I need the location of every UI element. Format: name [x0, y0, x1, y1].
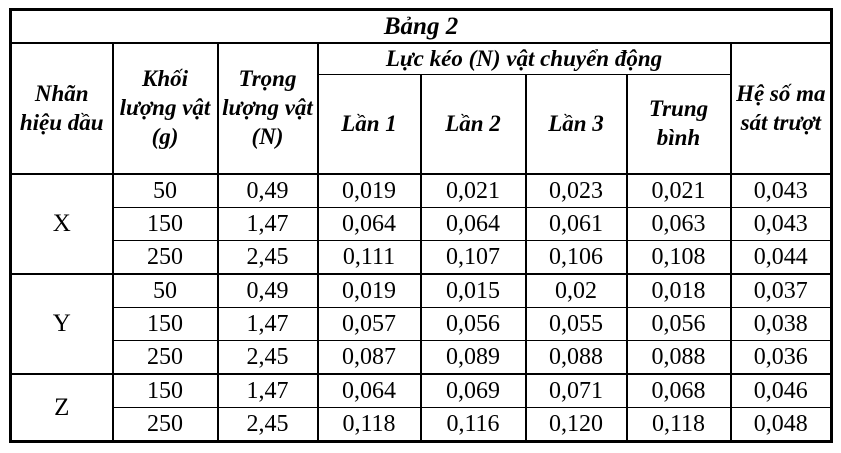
data-cell: 0,046	[729, 373, 833, 408]
table-body: X 50 0,49 0,019 0,021 0,023 0,021 0,043 150 1,47 0…	[9, 173, 833, 442]
data-cell: 0,069	[419, 373, 527, 408]
table-row: Z 150 1,47 0,064 0,069 0,071 0,068 0,046	[9, 373, 833, 442]
data-cell: 0,111	[316, 240, 422, 275]
data-cell: 2,45	[216, 407, 319, 442]
data-cell: 0,056	[625, 307, 732, 341]
data-cell: 0,49	[216, 173, 319, 208]
data-cell: 0,064	[419, 207, 527, 241]
data-cell: 0,018	[625, 273, 732, 308]
data-cell: 0,108	[625, 240, 732, 275]
data-cell: 0,071	[524, 373, 628, 408]
data-cell: 0,021	[625, 173, 732, 208]
data-cell: 2,45	[216, 340, 319, 375]
table-title-row: Bảng 2	[9, 9, 833, 44]
column-header-trial2: Lần 2	[419, 74, 527, 175]
data-cell: 0,106	[524, 240, 628, 275]
table-row: 150 1,47 0,057 0,056 0,055 0,056 0,038	[11, 307, 833, 341]
data-cell: 0,089	[419, 340, 527, 375]
data-cell: 0,038	[729, 307, 833, 341]
header-row-1: Nhãn hiệu dầu Khối lượng vật (g) Trọng l…	[9, 42, 833, 175]
data-cell: 0,019	[316, 273, 422, 308]
data-cell: 0,087	[316, 340, 422, 375]
data-cell: 0,064	[316, 207, 422, 241]
column-header-weight: Trọng lượng vật (N)	[216, 42, 319, 175]
data-table: Bảng 2 Nhãn hiệu dầu Khối lượng vật (g) …	[9, 8, 834, 443]
column-header-trial3: Lần 3	[524, 74, 628, 175]
data-cell: 0,49	[216, 273, 319, 308]
header-row-2: Lần 1 Lần 2 Lần 3 Trung bình	[11, 74, 832, 175]
table-row: 150 1,47 0,064 0,064 0,061 0,063 0,043	[11, 207, 833, 241]
oil-label-cell: Y	[9, 273, 114, 375]
column-header-mass: Khối lượng vật (g)	[111, 42, 219, 175]
table-title: Bảng 2	[9, 9, 833, 44]
table-row: Y 50 0,49 0,019 0,015 0,02 0,018 0,037	[9, 273, 833, 375]
data-cell: 0,023	[524, 173, 628, 208]
data-cell: 0,061	[524, 207, 628, 241]
data-cell: 0,120	[524, 407, 628, 442]
data-cell: 0,021	[419, 173, 527, 208]
data-cell: 0,056	[419, 307, 527, 341]
table-row: 250 2,45 0,087 0,089 0,088 0,088 0,036	[11, 340, 833, 375]
table-row: 250 2,45 0,118 0,116 0,120 0,118 0,048	[11, 407, 833, 442]
data-cell: 50	[111, 273, 219, 308]
data-cell: 0,068	[625, 373, 732, 408]
oil-label-cell: X	[9, 173, 114, 275]
data-cell: 2,45	[216, 240, 319, 275]
data-cell: 0,048	[729, 407, 833, 442]
data-cell: 0,043	[729, 207, 833, 241]
data-cell: 0,055	[524, 307, 628, 341]
data-cell: 0,118	[625, 407, 732, 442]
data-cell: 0,116	[419, 407, 527, 442]
data-cell: 150	[111, 373, 219, 408]
data-cell: 150	[111, 207, 219, 241]
data-cell: 0,037	[729, 273, 833, 308]
data-cell: 250	[111, 240, 219, 275]
data-cell: 1,47	[216, 207, 319, 241]
data-cell: 0,107	[419, 240, 527, 275]
data-cell: 250	[111, 407, 219, 442]
oil-label-cell: Z	[9, 373, 114, 442]
column-header-average: Trung bình	[625, 74, 732, 175]
table-row: 250 2,45 0,111 0,107 0,106 0,108 0,044	[11, 240, 833, 275]
table-row: X 50 0,49 0,019 0,021 0,023 0,021 0,043	[9, 173, 833, 275]
data-cell: 0,088	[625, 340, 732, 375]
data-cell: 0,036	[729, 340, 833, 375]
column-header-oil-label: Nhãn hiệu dầu	[9, 42, 114, 175]
column-group-header-force: Lực kéo (N) vật chuyển động	[316, 42, 732, 75]
data-cell: 1,47	[216, 307, 319, 341]
data-cell: 0,015	[419, 273, 527, 308]
data-cell: 0,043	[729, 173, 833, 208]
data-cell: 0,064	[316, 373, 422, 408]
data-cell: 0,019	[316, 173, 422, 208]
column-header-friction: Hệ số ma sát trượt	[729, 42, 833, 175]
data-cell: 250	[111, 340, 219, 375]
column-header-trial1: Lần 1	[316, 74, 422, 175]
data-cell: 0,044	[729, 240, 833, 275]
data-cell: 0,02	[524, 273, 628, 308]
data-cell: 150	[111, 307, 219, 341]
data-cell: 0,057	[316, 307, 422, 341]
data-cell: 1,47	[216, 373, 319, 408]
data-cell: 0,088	[524, 340, 628, 375]
data-cell: 0,063	[625, 207, 732, 241]
data-cell: 50	[111, 173, 219, 208]
data-cell: 0,118	[316, 407, 422, 442]
